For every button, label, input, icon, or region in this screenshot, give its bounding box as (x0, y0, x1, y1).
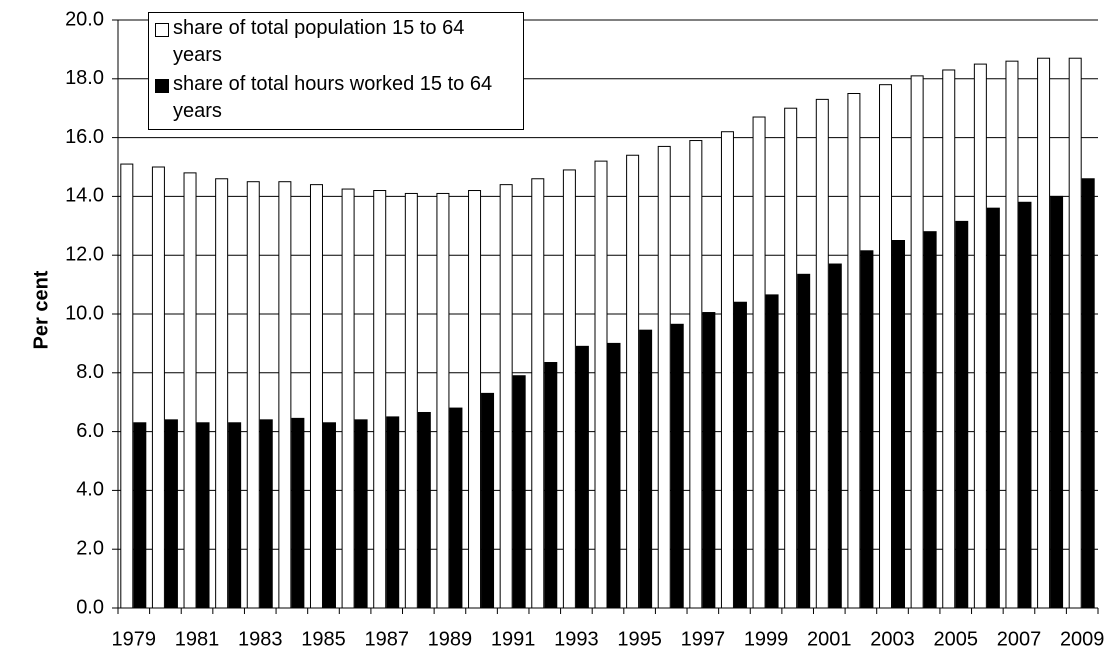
x-tick-label: 1999 (744, 628, 789, 650)
legend-item: share of total hours worked 15 to 64 yea… (155, 71, 517, 125)
bar (689, 140, 703, 609)
y-tick-label: 16.0 (65, 126, 104, 148)
bar (752, 116, 766, 609)
x-tick-label: 2007 (997, 628, 1042, 650)
bar (702, 312, 716, 609)
bar (373, 190, 387, 609)
bar (468, 190, 482, 609)
bar (481, 392, 495, 609)
y-tick-label: 6.0 (76, 420, 104, 442)
x-tick-label: 1989 (428, 628, 473, 650)
bar (815, 98, 829, 609)
y-tick-label: 12.0 (65, 243, 104, 265)
bar (562, 169, 576, 609)
bar (417, 411, 431, 609)
bar (594, 160, 608, 609)
y-tick-label: 18.0 (65, 67, 104, 89)
x-tick-label: 1993 (554, 628, 599, 650)
legend-label: share of total hours worked 15 to 64 yea… (173, 73, 493, 122)
y-tick-label: 14.0 (65, 185, 104, 207)
bar (1081, 178, 1095, 609)
bar (626, 154, 640, 609)
bar (657, 145, 671, 609)
bar (404, 192, 418, 609)
x-tick-label: 1987 (364, 628, 409, 650)
bar (942, 69, 956, 609)
x-tick-label: 2005 (933, 628, 978, 650)
bar (151, 166, 165, 609)
bar (784, 107, 798, 609)
bar (436, 192, 450, 609)
y-tick-label: 20.0 (65, 8, 104, 30)
bar (892, 240, 906, 609)
bar (512, 375, 526, 609)
y-tick-label: 0.0 (76, 596, 104, 618)
bar (575, 345, 589, 609)
x-tick-label: 1979 (112, 628, 157, 650)
x-tick-label: 1991 (491, 628, 536, 650)
bar (923, 231, 937, 609)
bar (1018, 201, 1032, 609)
bar (196, 422, 210, 609)
x-tick-label: 2001 (807, 628, 852, 650)
bar (973, 63, 987, 609)
x-tick-label: 1995 (617, 628, 662, 650)
x-tick-label: 1981 (175, 628, 220, 650)
bar (291, 417, 305, 609)
bar (246, 181, 260, 609)
bar (449, 407, 463, 609)
bar (309, 184, 323, 609)
y-axis-label: Per cent (30, 270, 52, 349)
bar (120, 163, 134, 609)
bar (228, 422, 242, 609)
bar (797, 273, 811, 609)
y-tick-label: 8.0 (76, 361, 104, 383)
legend-swatch (155, 79, 169, 93)
y-tick-label: 4.0 (76, 479, 104, 501)
bar (354, 419, 368, 609)
bar (860, 250, 874, 609)
y-tick-label: 2.0 (76, 537, 104, 559)
bar (164, 419, 178, 609)
bar (828, 263, 842, 609)
x-tick-label: 1983 (238, 628, 283, 650)
bar (1050, 195, 1064, 609)
x-tick-label: 1997 (681, 628, 726, 650)
bar (531, 178, 545, 609)
bar (639, 329, 653, 609)
bar (341, 188, 355, 609)
bar (499, 184, 513, 609)
bar (544, 362, 558, 609)
x-tick-label: 1985 (301, 628, 346, 650)
bar (322, 422, 336, 609)
bar (986, 207, 1000, 609)
bar (910, 75, 924, 609)
bar (278, 181, 292, 609)
bar (1005, 60, 1019, 609)
x-tick-label: 2003 (870, 628, 915, 650)
bar (133, 422, 147, 609)
x-tick-label: 2009 (1060, 628, 1105, 650)
bar (733, 301, 747, 609)
bar (607, 342, 621, 609)
bar (670, 323, 684, 609)
legend-label: share of total population 15 to 64 years (173, 17, 465, 66)
bar (847, 93, 861, 609)
bar (879, 84, 893, 609)
legend-swatch (155, 23, 169, 37)
bar (259, 419, 273, 609)
bar (215, 178, 229, 609)
legend: share of total population 15 to 64 years… (148, 12, 524, 130)
bar (1037, 57, 1051, 609)
bar (386, 416, 400, 609)
bar (183, 172, 197, 609)
legend-item: share of total population 15 to 64 years (155, 15, 517, 69)
bar (765, 294, 779, 609)
bar (955, 220, 969, 609)
bar (720, 131, 734, 609)
bar (1068, 57, 1082, 609)
y-tick-label: 10.0 (65, 302, 104, 324)
